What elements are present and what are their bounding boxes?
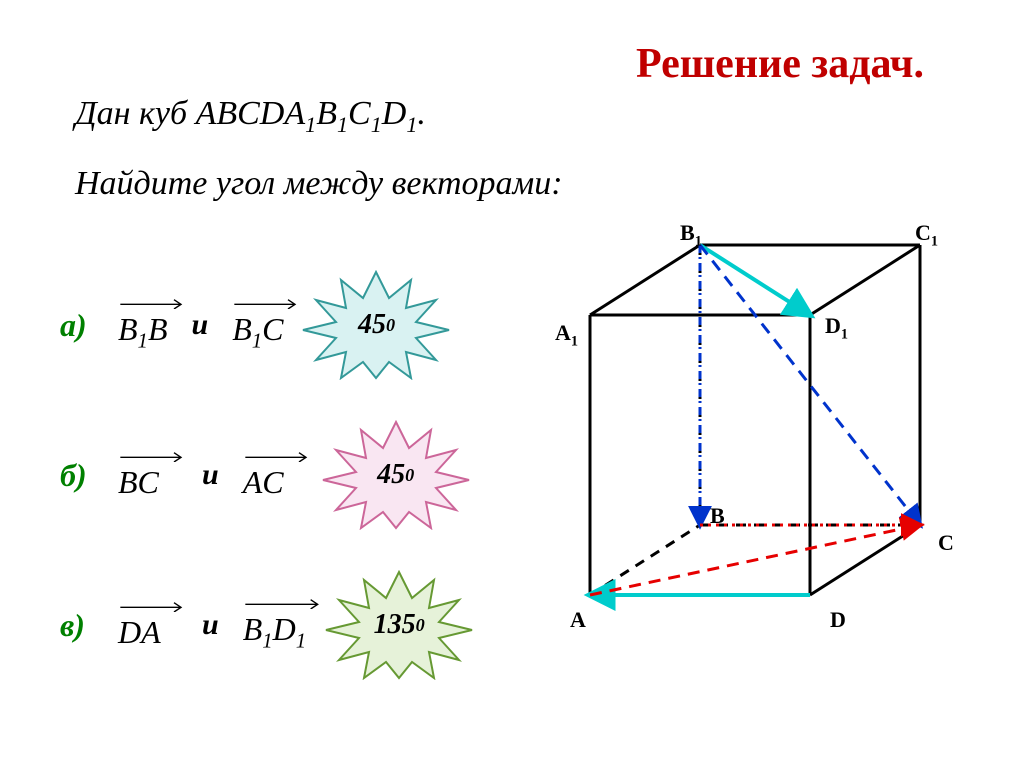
ans-a-sup: 0 bbox=[386, 315, 395, 336]
v-b2: AC bbox=[243, 464, 284, 500]
v-c2-s1: 1 bbox=[262, 629, 272, 652]
v-c2-s2: 1 bbox=[296, 629, 306, 652]
answer-c-value: 1350 bbox=[324, 570, 474, 680]
answer-a-value: 450 bbox=[301, 270, 451, 380]
conj-c: и bbox=[202, 608, 219, 642]
cube-svg bbox=[540, 235, 970, 665]
v-c2-p1: B bbox=[243, 611, 263, 647]
v-a1-s1: 1 bbox=[138, 329, 148, 352]
sub-2: 1 bbox=[337, 112, 348, 137]
v-a2-p1: B bbox=[232, 311, 252, 347]
row-c-label: в) bbox=[60, 607, 100, 644]
vector-a1: B1B bbox=[118, 297, 168, 353]
sub-3: 1 bbox=[371, 112, 382, 137]
vector-b2: AC bbox=[243, 450, 303, 501]
v-a2-p2: C bbox=[262, 311, 283, 347]
row-a-label: а) bbox=[60, 307, 100, 344]
vector-c2: B1D1 bbox=[243, 597, 306, 653]
page-title: Решение задач. bbox=[636, 40, 924, 88]
row-c: в) DA и B1D1 1350 bbox=[60, 570, 474, 680]
vertex-label-A1: A1 bbox=[555, 320, 578, 350]
v-a1-p2: B bbox=[148, 311, 168, 347]
ans-b-sup: 0 bbox=[405, 465, 414, 486]
answer-b-burst: 450 bbox=[321, 420, 471, 530]
vertex-label-B1: B1 bbox=[680, 220, 702, 250]
ans-c-num: 135 bbox=[374, 609, 416, 641]
vector-arrow-icon bbox=[243, 448, 313, 462]
vector-arrow-icon bbox=[243, 595, 325, 609]
answer-c-burst: 1350 bbox=[324, 570, 474, 680]
v-c1: DA bbox=[118, 614, 161, 650]
subtitle-text: Дан куб ABCDA bbox=[75, 95, 305, 132]
vertex-label-B: B bbox=[710, 503, 725, 529]
answer-a-burst: 450 bbox=[301, 270, 451, 380]
answer-b-value: 450 bbox=[321, 420, 471, 530]
ans-b-num: 45 bbox=[377, 459, 405, 491]
vector-arrow-icon bbox=[118, 598, 188, 612]
vertex-label-D1: D1 bbox=[825, 313, 848, 343]
sub-4: 1 bbox=[406, 112, 417, 137]
subtitle-suffix: . bbox=[417, 95, 426, 132]
vector-b1: BC bbox=[118, 450, 178, 501]
v-a2-s1: 1 bbox=[252, 329, 262, 352]
row-a: а) B1B и B1C 450 bbox=[60, 270, 451, 380]
conj-a: и bbox=[192, 308, 209, 342]
vector-arrow-icon bbox=[118, 448, 188, 462]
v-a1-p1: B bbox=[118, 311, 138, 347]
vector-c1: DA bbox=[118, 600, 178, 651]
vertex-label-C: C bbox=[938, 530, 954, 556]
row-b: б) BC и AC 450 bbox=[60, 420, 471, 530]
ans-a-num: 45 bbox=[358, 309, 386, 341]
problem-given: Дан куб ABCDA1B1C1D1. bbox=[75, 95, 426, 138]
ans-c-sup: 0 bbox=[416, 615, 425, 636]
conj-b: и bbox=[202, 458, 219, 492]
v-b1: BC bbox=[118, 464, 159, 500]
vertex-label-D: D bbox=[830, 607, 846, 633]
vector-arrow-icon bbox=[118, 295, 188, 309]
sub-1: 1 bbox=[305, 112, 316, 137]
problem-task: Найдите угол между векторами: bbox=[75, 165, 563, 203]
vector-arrow-icon bbox=[232, 295, 302, 309]
vector-a2: B1C bbox=[232, 297, 283, 353]
vertex-label-C1: C1 bbox=[915, 220, 938, 250]
v-c2-p2: D bbox=[273, 611, 296, 647]
row-b-label: б) bbox=[60, 457, 100, 494]
vertex-label-A: A bbox=[570, 607, 586, 633]
cube-diagram: A1B1C1D1ABCD bbox=[540, 235, 970, 665]
